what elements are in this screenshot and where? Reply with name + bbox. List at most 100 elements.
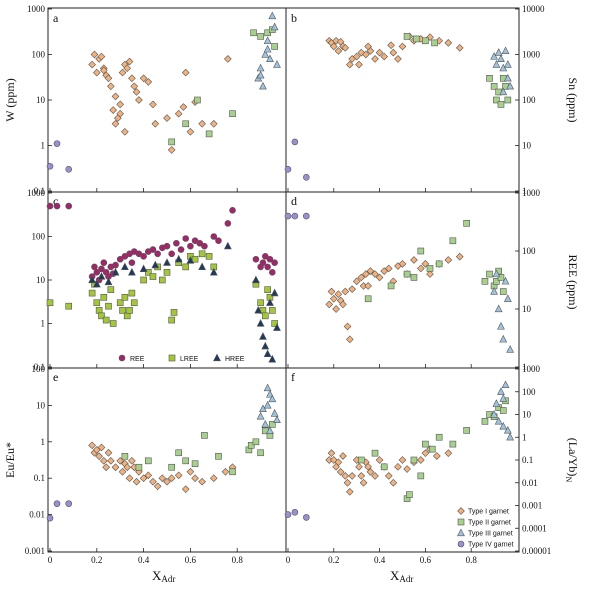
points-panel-d — [284, 212, 515, 353]
legend-marker-type1 — [457, 507, 465, 515]
point-type1 — [209, 119, 218, 128]
point-lree — [121, 294, 129, 301]
point-type1 — [167, 474, 176, 483]
point-type2 — [499, 288, 507, 295]
point-type1 — [186, 127, 195, 136]
point-hree — [104, 277, 113, 286]
point-ree — [196, 239, 204, 247]
point-lree — [205, 253, 213, 260]
point-type1 — [366, 267, 375, 275]
point-type2 — [175, 449, 182, 457]
point-type1 — [366, 47, 375, 55]
point-lree — [107, 286, 115, 293]
points-panel-f — [284, 380, 515, 521]
point-type1 — [104, 74, 113, 83]
point-type1 — [348, 472, 356, 480]
point-type2 — [257, 449, 264, 457]
point-ree — [116, 255, 124, 263]
point-hree — [223, 241, 232, 250]
point-type3 — [506, 432, 515, 441]
point-type1 — [334, 47, 343, 55]
point-type2 — [463, 427, 470, 434]
point-type1 — [389, 478, 398, 487]
point-type1 — [375, 48, 384, 57]
ytick-label-f: 0.1 — [522, 455, 533, 465]
legend-label-hree: HREE — [225, 356, 245, 363]
point-ree — [168, 250, 175, 258]
frame-c — [47, 191, 287, 369]
point-type1 — [343, 322, 352, 331]
point-type1 — [416, 456, 425, 464]
point-type2 — [121, 452, 129, 460]
xtick-label-e: 0.4 — [138, 555, 150, 565]
ytick-label-f: 100 — [522, 387, 536, 397]
point-type1 — [394, 55, 402, 63]
point-type1 — [174, 109, 183, 118]
point-type1 — [341, 287, 350, 296]
point-type1 — [355, 463, 363, 471]
point-type2 — [486, 270, 493, 278]
ylabel-b: Sn (ppm) — [566, 78, 580, 123]
point-type2 — [417, 472, 425, 480]
point-type4 — [65, 500, 73, 507]
point-type4 — [284, 212, 292, 220]
point-type1 — [348, 285, 356, 293]
point-type1 — [329, 456, 338, 464]
point-type2 — [449, 440, 457, 448]
ytick-label-f: 0.00001 — [522, 546, 551, 556]
point-type1 — [116, 109, 125, 118]
ytick-label-c: 0.1 — [34, 362, 45, 372]
ytick-label-a: 1 — [41, 141, 46, 151]
ylabel-d: REE (ppm) — [566, 255, 580, 310]
legend-marker-ree — [118, 354, 126, 362]
legend-marker-type3 — [457, 528, 465, 537]
point-type3 — [256, 63, 265, 72]
point-type1 — [95, 452, 103, 461]
point-type2 — [410, 274, 418, 281]
point-ree — [91, 263, 98, 271]
point-hree — [256, 319, 265, 327]
point-lree — [271, 320, 278, 327]
point-type1 — [329, 42, 338, 51]
point-ree — [112, 261, 119, 269]
point-type4 — [303, 514, 310, 521]
point-type1 — [389, 48, 398, 57]
point-type2 — [412, 35, 420, 43]
point-ree — [224, 220, 232, 227]
point-type4 — [303, 174, 310, 181]
point-type1 — [221, 467, 230, 476]
point-type1 — [366, 468, 375, 476]
point-type3 — [499, 63, 508, 72]
ylabel-f: (La/Yb)N — [564, 438, 580, 483]
point-type1 — [118, 68, 127, 77]
ytick-label-a: 100 — [32, 50, 46, 60]
point-lree — [93, 299, 101, 307]
xtick-label-e: 0.6 — [185, 555, 197, 565]
point-lree — [257, 299, 264, 307]
point-type1 — [132, 88, 141, 96]
point-ree — [229, 207, 236, 214]
point-ree — [210, 233, 218, 240]
point-type2 — [357, 456, 365, 464]
legend-label-lree: LREE — [180, 356, 199, 363]
point-ree — [264, 263, 271, 271]
point-type2 — [201, 432, 208, 439]
point-type3 — [490, 287, 498, 295]
point-lree — [130, 299, 138, 307]
point-type4 — [284, 511, 292, 518]
ytick-label-c: 100 — [32, 232, 46, 242]
point-type2 — [215, 452, 222, 460]
point-type1 — [341, 44, 350, 52]
ytick-label-a: 1000 — [27, 4, 46, 14]
legend-layer: REE LREE HREE Type I garnet Type II garnet Ty… — [118, 353, 514, 549]
point-type1 — [153, 482, 162, 491]
point-type1 — [151, 119, 160, 128]
point-type3 — [494, 48, 503, 56]
point-type3 — [494, 304, 503, 313]
point-ree — [261, 253, 269, 260]
point-type1 — [327, 449, 336, 457]
point-type1 — [191, 474, 199, 483]
point-ree — [215, 237, 222, 245]
point-type2 — [417, 247, 425, 255]
ytick-label-b: 100 — [522, 95, 536, 105]
